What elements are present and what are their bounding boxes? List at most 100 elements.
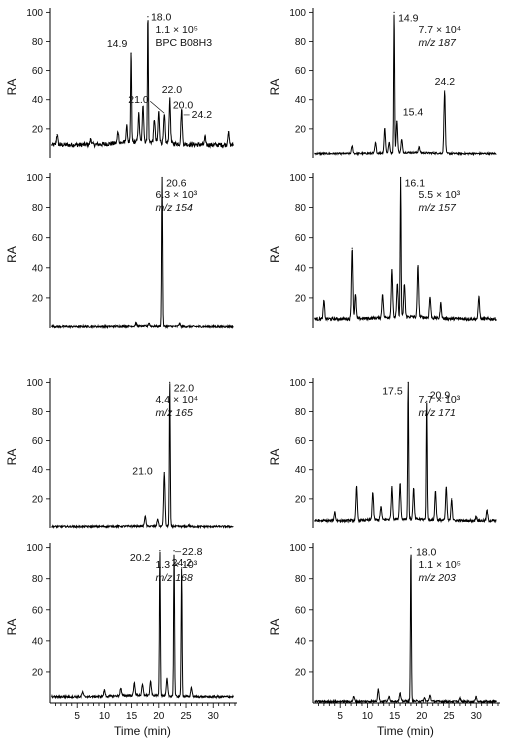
y-axis-label: RA (268, 79, 282, 96)
x-axis-label: Time (min) (377, 724, 434, 738)
chromatogram-trace (51, 551, 234, 700)
peak-point (178, 322, 181, 325)
y-axis-label: RA (5, 619, 19, 636)
mz-annotation: m/z 154 (155, 202, 193, 214)
x-tick-label: 20 (416, 711, 428, 722)
peak-label: 18.0 (151, 12, 172, 24)
peak-label: 24.2 (435, 76, 456, 88)
peak-label: 24.2 (192, 109, 213, 121)
peak-point (382, 294, 384, 296)
peak-point (393, 11, 395, 13)
mz-annotation: m/z 187 (418, 37, 457, 49)
y-tick-label: 60 (32, 233, 44, 244)
peak-point (380, 507, 382, 509)
y-tick-label: 80 (32, 407, 44, 418)
peak-label: 21.0 (132, 466, 153, 478)
peak-point (141, 685, 144, 687)
peak-point (163, 472, 165, 474)
y-tick-label: 40 (32, 263, 44, 274)
peak-point (403, 285, 406, 287)
peak-point (399, 693, 401, 695)
peak-point (56, 134, 58, 136)
chromatogram-trace (314, 177, 497, 323)
y-tick-label: 20 (32, 667, 44, 678)
peak-point (169, 100, 171, 102)
peak-point (117, 132, 119, 134)
peak-point (166, 679, 168, 681)
peak-point (190, 686, 193, 689)
x-tick-label: 10 (99, 711, 111, 722)
y-tick-label: 80 (295, 407, 307, 418)
peak-point (444, 90, 446, 92)
peak-point (388, 696, 390, 698)
peak-point (423, 697, 426, 699)
mz-annotation: BPC B08H3 (155, 37, 212, 49)
y-axis-label: RA (5, 246, 19, 263)
peak-point (475, 515, 477, 517)
intensity-annotation: 1.1 × 10⁵ (418, 559, 461, 571)
intensity-annotation: 7.7 × 10³ (418, 394, 460, 406)
y-tick-label: 100 (26, 8, 43, 19)
leader-line (150, 100, 165, 114)
mz-annotation: m/z 203 (418, 572, 456, 584)
intensity-annotation: 1.3 × 10³ (155, 559, 197, 571)
peak-point (372, 492, 374, 494)
x-tick-label: 15 (126, 711, 138, 722)
peak-point (400, 176, 402, 179)
mz-annotation: m/z 171 (418, 407, 455, 419)
y-tick-label: 40 (32, 465, 44, 476)
y-axis-label: RA (268, 619, 282, 636)
peak-point (181, 109, 183, 111)
y-tick-label: 40 (295, 263, 307, 274)
x-tick-label: 5 (337, 711, 343, 722)
peak-point (148, 322, 150, 325)
peak-point (130, 52, 132, 54)
peak-label: 22.0 (162, 84, 183, 96)
peak-point (163, 116, 165, 118)
x-tick-label: 5 (74, 711, 80, 722)
peak-point (142, 106, 144, 108)
peak-point (426, 400, 428, 402)
peak-point (82, 691, 84, 693)
peak-label: 22.8 (182, 546, 203, 558)
mz-annotation: m/z 165 (155, 407, 193, 419)
x-axis-label: Time (min) (114, 724, 171, 738)
y-tick-label: 40 (32, 636, 44, 647)
peak-label: 22.0 (174, 382, 195, 394)
peak-point (377, 688, 379, 690)
y-tick-label: 40 (295, 636, 307, 647)
x-tick-label: 10 (362, 711, 374, 722)
peak-point (126, 128, 128, 130)
peak-point (410, 547, 412, 549)
x-tick-label: 25 (180, 711, 192, 722)
mz-annotation: m/z 157 (418, 202, 457, 214)
peak-point (475, 696, 477, 698)
peak-point (353, 696, 355, 698)
chromatogram-trace (51, 177, 234, 330)
peak-point (388, 142, 390, 145)
peak-point (334, 511, 336, 513)
peak-point (161, 176, 163, 179)
peak-label: 24.2 (172, 557, 193, 569)
peak-point (440, 303, 442, 305)
peak-point (120, 688, 122, 690)
x-tick-label: 30 (208, 711, 220, 722)
y-tick-label: 60 (295, 233, 307, 244)
y-tick-label: 60 (295, 436, 307, 447)
intensity-annotation: 4.4 × 10⁴ (155, 394, 198, 406)
peak-point (384, 128, 386, 130)
y-tick-label: 100 (26, 378, 43, 389)
x-tick-label: 15 (389, 711, 401, 722)
y-tick-label: 100 (289, 378, 306, 389)
peak-point (150, 682, 152, 684)
y-tick-label: 20 (295, 667, 307, 678)
y-tick-label: 40 (295, 465, 307, 476)
peak-label: 14.9 (107, 38, 128, 50)
y-axis-label: RA (5, 449, 19, 466)
